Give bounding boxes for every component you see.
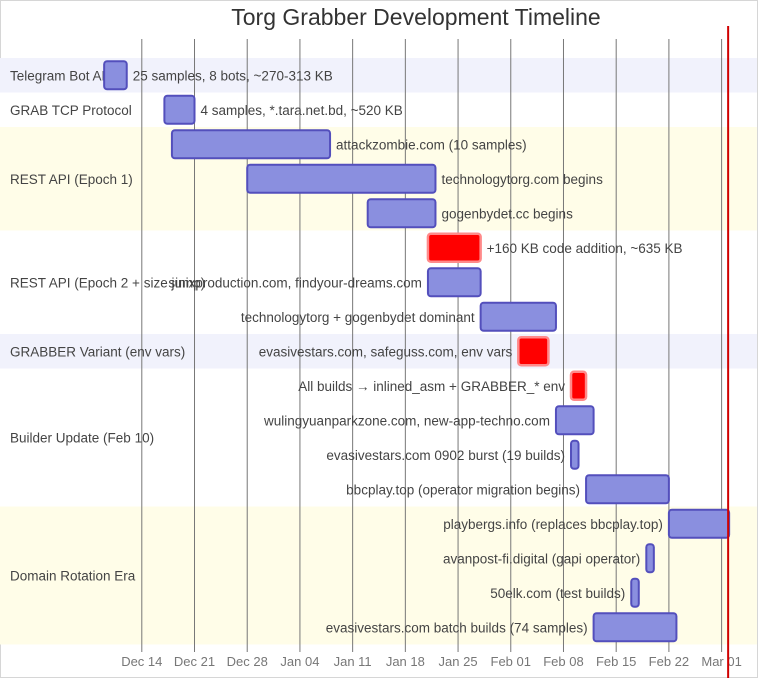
task-label: gogenbydet.cc begins xyxy=(441,206,573,221)
section-band xyxy=(0,230,757,334)
x-tick-label: Dec 21 xyxy=(174,654,215,669)
task-bar xyxy=(366,198,437,229)
task-bar xyxy=(426,267,482,298)
task-label: attackzombie.com (10 samples) xyxy=(336,137,527,152)
x-tick-label: Jan 18 xyxy=(386,654,425,669)
task-label: evasivestars.com, safeguss.com, env vars xyxy=(259,344,513,359)
x-tick-label: Feb 01 xyxy=(491,654,531,669)
task-bar xyxy=(667,508,731,539)
task-label: 50elk.com (test builds) xyxy=(490,586,625,601)
task-label: technologytorg.com begins xyxy=(441,172,603,187)
task-bar xyxy=(246,163,437,194)
section-label: REST API (Epoch 1) xyxy=(10,172,133,187)
task-bar xyxy=(645,543,655,574)
task-bar xyxy=(163,94,196,125)
x-tick-label: Jan 04 xyxy=(280,654,319,669)
task-label: evasivestars.com batch builds (74 sample… xyxy=(326,620,588,635)
section-band xyxy=(0,92,757,127)
task-bar xyxy=(103,60,128,91)
task-bar xyxy=(630,577,640,608)
x-tick-label: Jan 25 xyxy=(439,654,478,669)
x-tick-label: Mar 01 xyxy=(701,654,741,669)
task-label: +160 KB code addition, ~635 KB xyxy=(487,241,683,256)
critical-task-bar xyxy=(426,232,482,263)
x-tick-label: Dec 14 xyxy=(121,654,162,669)
task-label: bbcplay.top (operator migration begins) xyxy=(346,482,580,497)
task-bar xyxy=(479,301,557,332)
x-tick-label: Feb 15 xyxy=(596,654,636,669)
task-label: playbergs.info (replaces bbcplay.top) xyxy=(443,517,663,532)
section-band xyxy=(0,334,757,369)
x-tick-label: Dec 28 xyxy=(227,654,268,669)
task-label: avanpost-fi.digital (gapi operator) xyxy=(443,551,640,566)
task-bar xyxy=(554,405,595,436)
x-tick-label: Feb 22 xyxy=(649,654,689,669)
section-label: Telegram Bot API xyxy=(10,68,114,83)
task-label: All builds → inlined_asm + GRABBER_* env xyxy=(298,379,565,394)
task-label: sinixproduction.com, findyour-dreams.com xyxy=(168,275,422,290)
x-tick-label: Jan 11 xyxy=(334,654,372,669)
task-label: technologytorg + gogenbydet dominant xyxy=(241,310,475,325)
section-label: GRAB TCP Protocol xyxy=(10,103,132,118)
critical-task-bar xyxy=(517,336,550,367)
section-label: GRABBER Variant (env vars) xyxy=(10,344,185,359)
section-label: Domain Rotation Era xyxy=(10,569,136,584)
task-label: wulingyuanparkzone.com, new-app-techno.c… xyxy=(263,413,550,428)
task-label: evasivestars.com 0902 burst (19 builds) xyxy=(326,448,565,463)
task-bar xyxy=(170,129,332,160)
task-label: 4 samples, *.tara.net.bd, ~520 KB xyxy=(201,103,403,118)
task-bar xyxy=(585,474,670,505)
task-label: 25 samples, 8 bots, ~270-313 KB xyxy=(133,68,333,83)
x-tick-label: Feb 08 xyxy=(543,654,583,669)
critical-task-bar xyxy=(569,370,588,401)
task-bar xyxy=(592,612,678,643)
chart-title: Torg Grabber Development Timeline xyxy=(231,4,600,30)
task-bar xyxy=(570,439,580,470)
section-label: REST API (Epoch 2 + size jump) xyxy=(10,275,205,290)
section-label: Builder Update (Feb 10) xyxy=(10,431,154,446)
